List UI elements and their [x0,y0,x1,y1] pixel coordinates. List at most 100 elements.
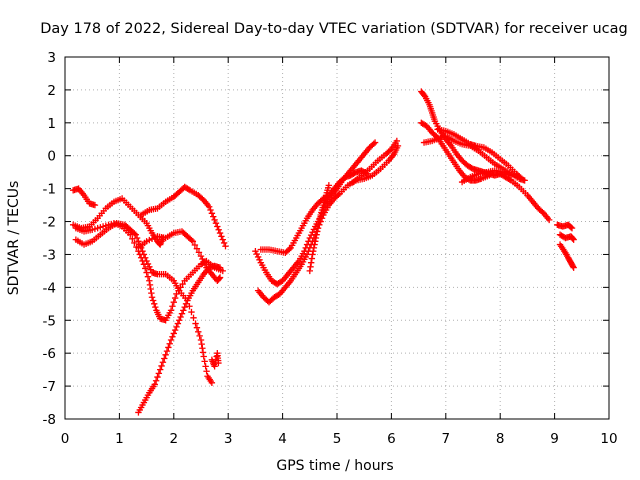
data-point [506,176,513,183]
data-point [316,218,323,225]
data-point [200,353,207,360]
data-point [155,370,163,377]
y-tick-label: -3 [43,247,56,263]
data-point [158,362,165,370]
data-point [154,373,161,381]
data-point [207,206,214,214]
data-point [173,323,180,331]
data-point [193,324,201,331]
data-point [190,314,197,322]
x-axis-label: GPS time / hours [276,458,393,474]
data-points [69,88,577,416]
y-tick-label: -2 [43,215,56,231]
data-point [307,263,314,270]
data-point [135,238,142,245]
data-point [313,231,320,238]
data-point [127,231,134,238]
data-point [193,245,201,252]
x-tick-label: 7 [442,431,451,447]
data-point [169,303,176,310]
data-point [146,281,154,289]
data-point [569,235,577,243]
data-point [161,355,168,362]
data-point [218,233,225,240]
data-point [256,256,263,264]
data-point [157,366,164,373]
data-point [199,255,206,263]
data-point [171,326,179,334]
data-point [151,381,158,388]
data-point [152,303,159,311]
data-point [198,340,205,348]
x-tick-label: 3 [224,431,233,447]
data-point [174,320,182,327]
x-tick-label: 9 [550,431,559,447]
data-point [195,249,203,256]
data-point [142,265,149,272]
data-point [166,340,173,347]
data-point [253,250,260,258]
data-point [545,216,553,224]
data-point [178,310,186,317]
data-point [215,226,222,233]
data-point [185,186,192,193]
data-point [182,300,190,308]
data-point [314,228,321,235]
y-tick-label: 1 [47,116,56,132]
data-point [311,241,318,248]
data-point [139,257,146,265]
y-tick-label: 3 [47,50,56,66]
data-point [131,239,138,247]
x-tick-label: 4 [278,431,287,447]
data-point [325,182,333,189]
data-point [195,328,202,335]
data-point [211,363,218,370]
data-point [200,258,207,266]
y-axis-label: SDTVAR / TECUs [6,181,22,296]
data-point [314,224,322,232]
data-point [180,307,187,314]
data-point [188,236,195,244]
data-point [152,377,160,384]
data-point [205,203,213,210]
data-point [159,359,167,366]
data-point [167,336,175,344]
data-point [173,290,180,298]
data-point [310,244,318,252]
data-point [170,298,177,306]
y-tick-label: 0 [47,149,56,165]
data-point [162,351,169,359]
data-point [220,239,228,247]
data-point [216,264,224,271]
data-point [203,368,210,375]
x-axis-ticks: 0 1 2 3 4 5 6 7 8 9 10 [61,57,618,447]
data-point [201,358,208,365]
data-point [165,344,172,351]
data-point [254,253,262,261]
y-tick-label: -4 [43,280,56,296]
data-point [386,147,394,154]
data-point [312,238,319,245]
data-point [148,294,156,301]
data-point [170,330,177,337]
data-point [216,274,224,281]
data-point [202,363,209,370]
data-point [303,251,311,258]
data-point [210,213,217,220]
data-point [181,303,188,311]
data-point [129,235,136,243]
x-tick-label: 6 [387,431,396,447]
data-point [567,224,575,231]
grid-lines [65,57,609,419]
chart-title: Day 178 of 2022, Sidereal Day-to-day VTE… [40,21,628,37]
data-point [186,303,193,310]
data-point [222,243,229,250]
data-point [518,175,526,182]
data-point [146,277,153,284]
data-point [143,269,150,276]
data-point [370,140,377,147]
data-point [133,234,141,242]
data-point [188,308,195,316]
data-point [216,275,223,282]
